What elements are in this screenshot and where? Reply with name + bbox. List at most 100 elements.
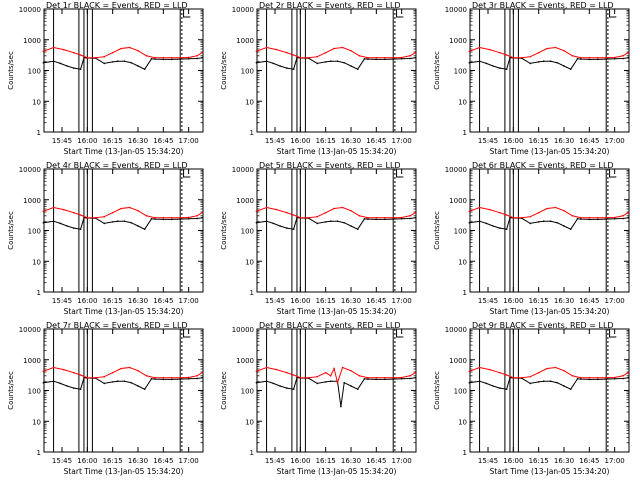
data-point	[505, 388, 508, 390]
data-point	[154, 56, 156, 59]
y-tick-label: 1000	[23, 37, 41, 45]
data-point	[196, 55, 198, 57]
data-point	[286, 387, 288, 389]
data-point	[363, 378, 366, 380]
data-point	[143, 228, 146, 230]
data-point	[488, 368, 491, 371]
data-point	[627, 216, 629, 219]
data-point	[556, 381, 558, 384]
data-point	[546, 367, 548, 370]
data-point	[336, 60, 339, 62]
data-point	[537, 211, 540, 214]
data-point	[563, 65, 565, 67]
x-tick-label: 15:45	[478, 137, 498, 145]
data-point	[292, 374, 295, 376]
data-point	[324, 221, 327, 223]
x-tick-label: 17:00	[392, 137, 412, 145]
data-point	[576, 218, 579, 220]
lld-series-line	[43, 366, 203, 379]
data-point	[130, 61, 132, 64]
data-point	[145, 215, 148, 217]
x-tick-label: 16:30	[128, 137, 148, 145]
x-axis-label: Start Time (13-Jan-05 15:34:20)	[64, 147, 184, 156]
data-point	[272, 62, 275, 65]
x-tick-label: 16:45	[153, 137, 173, 145]
data-point	[73, 211, 75, 214]
data-point	[275, 48, 278, 51]
chart-title: Det 2r BLACK = Events, RED = LLD	[259, 1, 401, 10]
data-point	[400, 56, 403, 59]
data-point	[255, 210, 258, 213]
data-point	[512, 376, 515, 379]
data-point	[187, 218, 190, 220]
events-series-line	[43, 377, 203, 390]
data-point	[356, 68, 359, 70]
chart-title: Det 5r BLACK = Events, RED = LLD	[259, 161, 401, 170]
time-marker-bracket	[183, 329, 191, 338]
x-tick-label: 16:00	[503, 137, 523, 145]
x-tick-label: 16:15	[316, 297, 336, 305]
data-point	[627, 376, 629, 379]
data-point	[201, 51, 203, 54]
data-point	[171, 58, 173, 61]
y-tick-label: 1000	[236, 37, 254, 45]
chart-title: Det 4r BLACK = Events, RED = LLD	[46, 161, 188, 170]
data-point	[343, 61, 345, 64]
y-tick-label: 100	[28, 228, 41, 236]
data-point	[120, 47, 122, 50]
data-point	[521, 56, 523, 59]
data-point	[537, 61, 540, 63]
x-tick-label: 16:00	[290, 457, 310, 465]
data-point	[179, 218, 181, 220]
chart-title: Det 3r BLACK = Events, RED = LLD	[472, 1, 614, 10]
data-point	[329, 220, 332, 222]
data-point	[529, 62, 531, 65]
x-tick-label: 16:00	[503, 457, 523, 465]
data-point	[580, 218, 582, 220]
data-point	[367, 58, 369, 60]
time-marker-bracket	[396, 9, 404, 18]
data-point	[171, 378, 173, 381]
data-point	[384, 218, 386, 221]
y-tick-label: 1	[37, 289, 41, 297]
lld-series-line	[43, 206, 203, 219]
data-point	[95, 56, 97, 59]
chart-title: Det 1r BLACK = Events, RED = LLD	[46, 1, 188, 10]
data-point	[95, 216, 97, 219]
data-point	[73, 67, 75, 69]
data-point	[130, 221, 132, 224]
chart-panel: Det 9r BLACK = Events, RED = LLD Counts/s…	[433, 321, 630, 476]
data-point	[73, 51, 75, 54]
data-point	[162, 378, 165, 381]
y-tick-label: 100	[241, 388, 254, 396]
data-point	[265, 366, 268, 369]
x-tick-label: 15:45	[265, 457, 285, 465]
y-axis-label: Counts/sec	[7, 211, 15, 250]
data-point	[613, 56, 616, 59]
x-axis-label: Start Time (13-Jan-05 15:34:20)	[490, 307, 610, 316]
data-point	[324, 371, 327, 374]
data-point	[308, 216, 310, 219]
y-tick-label: 10	[32, 418, 41, 426]
data-point	[509, 56, 511, 59]
data-point	[400, 58, 403, 60]
data-point	[286, 227, 288, 229]
data-point	[52, 206, 55, 209]
data-point	[66, 65, 68, 67]
chart-title: Det 8r BLACK = Events, RED = LLD	[259, 321, 401, 330]
time-marker-bracket	[396, 329, 404, 338]
y-tick-label: 1000	[449, 357, 467, 365]
data-point	[42, 370, 45, 373]
x-tick-label: 17:00	[392, 457, 412, 465]
data-point	[196, 375, 198, 377]
data-point	[103, 222, 105, 225]
x-tick-label: 17:00	[179, 457, 199, 465]
data-point	[329, 380, 332, 382]
data-point	[62, 48, 65, 51]
x-tick-label: 16:45	[579, 297, 599, 305]
x-tick-label: 16:45	[366, 297, 386, 305]
data-point	[286, 211, 288, 214]
data-point	[86, 376, 89, 379]
data-point	[187, 216, 190, 219]
data-point	[605, 56, 607, 59]
